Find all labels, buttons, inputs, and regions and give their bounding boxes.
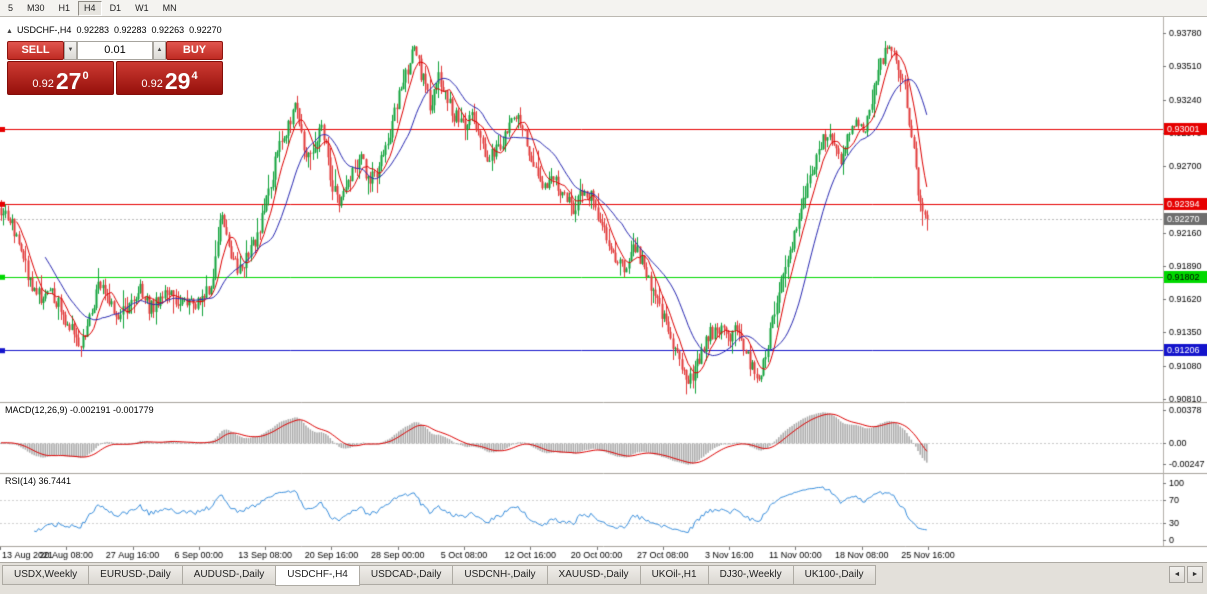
chart-tab-9[interactable]: UK100-,Daily <box>792 565 876 585</box>
chart-tab-0[interactable]: USDX,Weekly <box>2 565 90 585</box>
buy-price-button[interactable]: 0.92 29 4 <box>116 61 223 95</box>
sell-price-button[interactable]: 0.92 27 0 <box>7 61 114 95</box>
chart-symbol-label: USDCHF-,H4 <box>16 25 72 35</box>
volume-decrease-button[interactable]: ▼ <box>64 41 77 60</box>
chart-ohlc-header: ▲ USDCHF-,H4 0.92283 0.92283 0.92263 0.92270 <box>6 25 222 35</box>
buy-price-sup: 4 <box>191 70 198 82</box>
ohlc-open: 0.92283 <box>76 25 109 35</box>
timeframe-button-5[interactable]: 5 <box>8 2 14 13</box>
volume-increase-button[interactable]: ▲ <box>153 41 166 60</box>
timeframe-button-mn[interactable]: MN <box>162 2 177 13</box>
chart-tab-2[interactable]: AUDUSD-,Daily <box>181 565 277 585</box>
timeframe-button-m30[interactable]: M30 <box>27 2 45 13</box>
price-chart-canvas[interactable] <box>0 17 1207 562</box>
chart-tab-1[interactable]: EURUSD-,Daily <box>88 565 183 585</box>
chart-tab-4[interactable]: USDCAD-,Daily <box>358 565 454 585</box>
buy-button[interactable]: BUY <box>166 41 223 60</box>
macd-header: MACD(12,26,9) -0.002191 -0.001779 <box>5 405 154 415</box>
tabs-scroll-left-icon[interactable]: ◄ <box>1169 566 1185 583</box>
tabs-scroll-buttons: ◄ ► <box>1169 566 1203 583</box>
ohlc-high: 0.92283 <box>114 25 147 35</box>
buy-price-prefix: 0.92 <box>141 77 163 90</box>
volume-input[interactable]: 0.01 <box>77 41 153 60</box>
chart-tab-6[interactable]: XAUUSD-,Daily <box>546 565 641 585</box>
ohlc-close: 0.92270 <box>189 25 222 35</box>
rsi-header: RSI(14) 36.7441 <box>5 476 72 486</box>
chart-tab-3[interactable]: USDCHF-,H4 <box>275 565 360 586</box>
collapse-chart-icon[interactable]: ▲ <box>6 28 13 35</box>
timeframe-button-h4[interactable]: H4 <box>78 0 102 16</box>
sell-price-sup: 0 <box>82 70 89 82</box>
chart-tabs-list: USDX,Weekly EURUSD-,Daily AUDUSD-,Daily USD… <box>2 565 876 586</box>
ohlc-low: 0.92263 <box>151 25 185 35</box>
one-click-trading-panel: SELL ▼ 0.01 ▲ BUY 0.92 27 0 0.92 29 4 <box>7 41 223 95</box>
timeframe-toolbar: 5 M30 H1 H4 D1 W1 MN <box>0 0 1207 17</box>
chart-tab-7[interactable]: UKOil-,H1 <box>639 565 709 585</box>
sell-price-prefix: 0.92 <box>32 77 54 90</box>
chart-tabs-bar: USDX,Weekly EURUSD-,Daily AUDUSD-,Daily USD… <box>0 562 1207 594</box>
sell-button[interactable]: SELL <box>7 41 64 60</box>
chart-tab-5[interactable]: USDCNH-,Daily <box>452 565 548 585</box>
buy-price-big: 29 <box>164 68 191 95</box>
sell-price-big: 27 <box>55 68 82 95</box>
tabs-scroll-right-icon[interactable]: ► <box>1187 566 1203 583</box>
timeframe-button-h1[interactable]: H1 <box>58 2 71 13</box>
timeframe-button-w1[interactable]: W1 <box>135 2 149 13</box>
chart-tab-8[interactable]: DJ30-,Weekly <box>707 565 794 585</box>
timeframe-button-d1[interactable]: D1 <box>109 2 122 13</box>
